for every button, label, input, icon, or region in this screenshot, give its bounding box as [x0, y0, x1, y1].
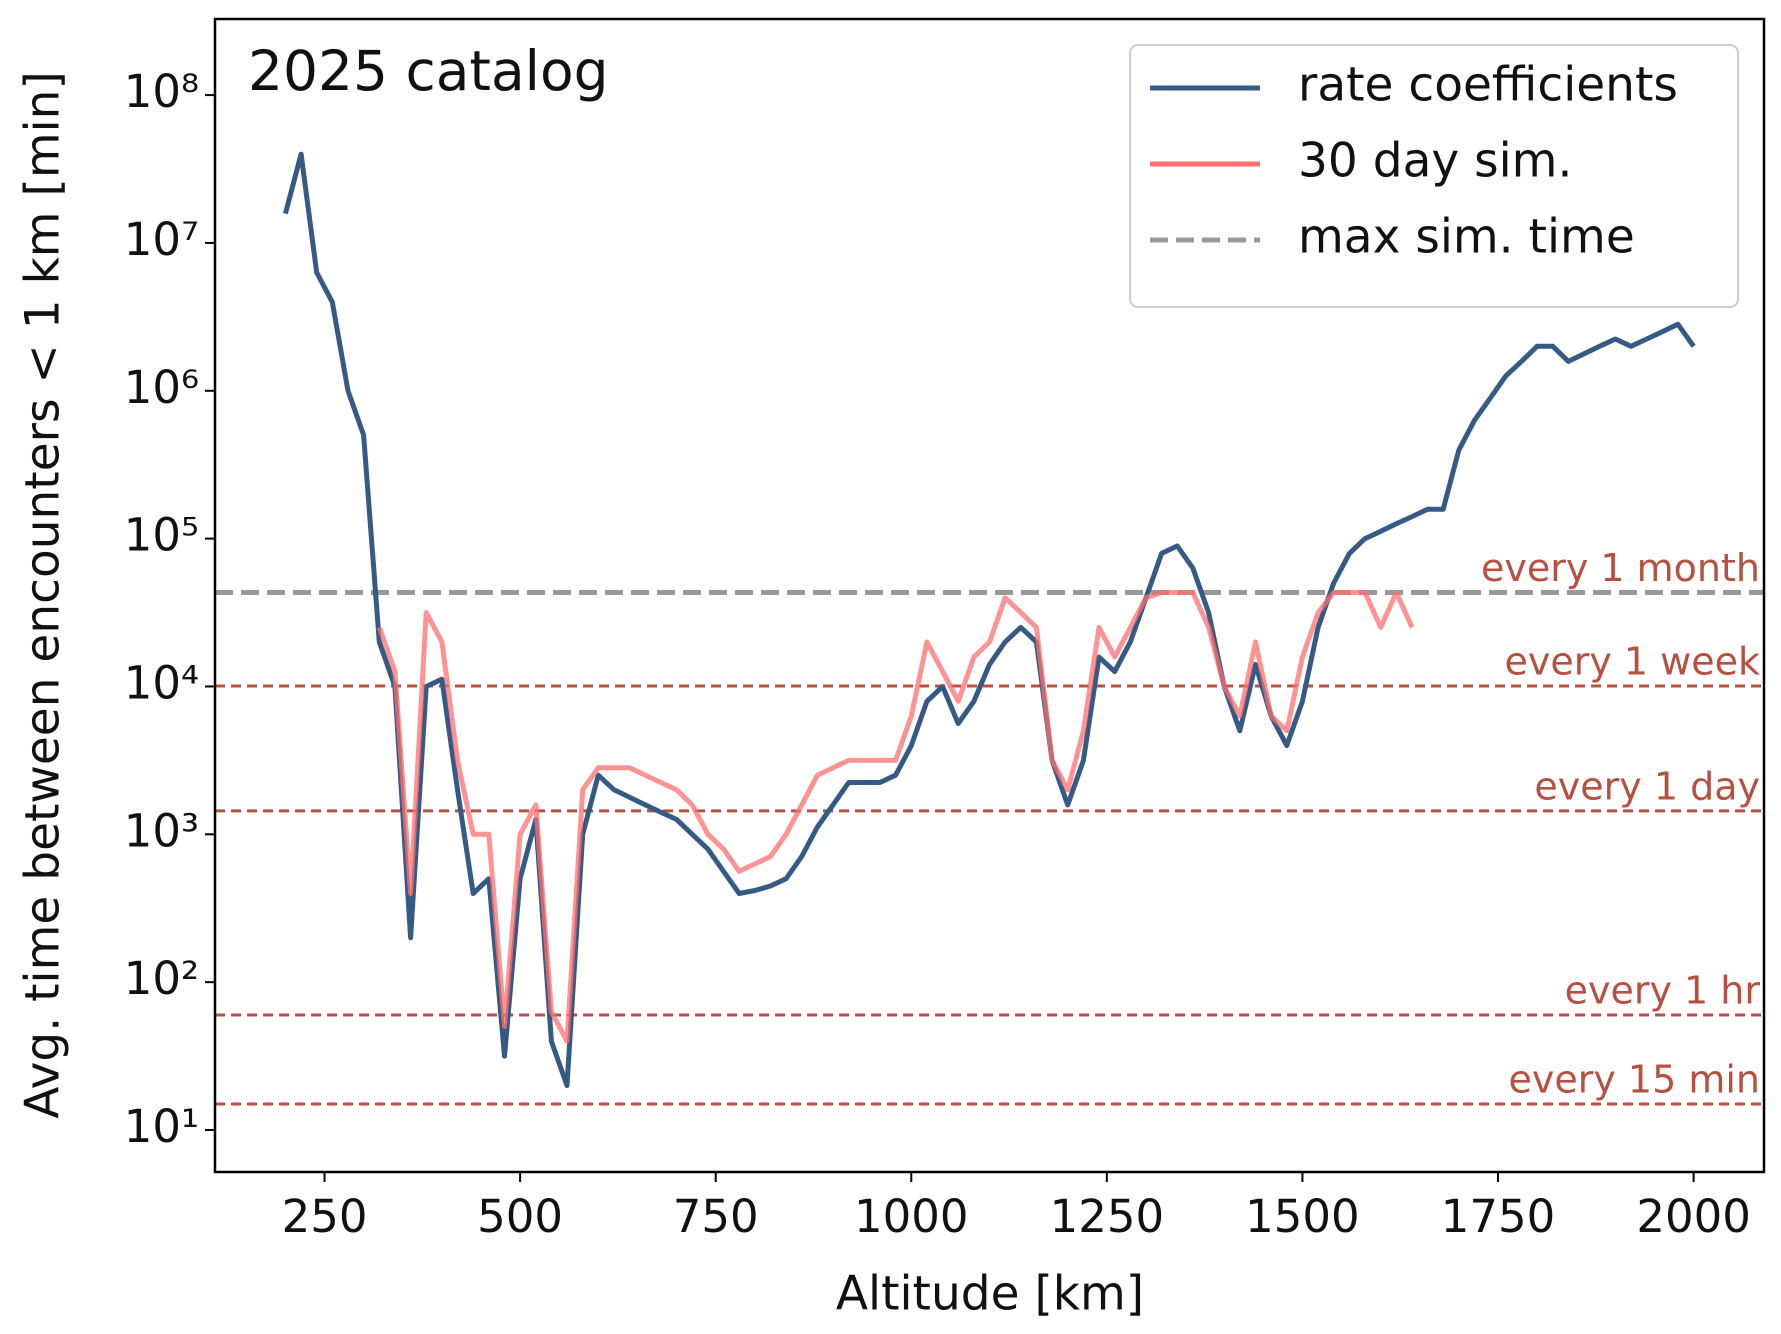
- y-axis-label: Avg. time between encounters < 1 km [min…: [16, 71, 71, 1119]
- x-tick-label: 250: [282, 1190, 368, 1243]
- y-tick-label: 10⁷: [124, 213, 199, 266]
- reference-label: every 1 month: [1481, 546, 1760, 590]
- y-tick-label: 10⁸: [124, 65, 199, 118]
- legend-box: [1129, 44, 1739, 308]
- x-axis-label: Altitude [km]: [836, 1267, 1144, 1322]
- y-tick-label: 10⁶: [124, 361, 199, 414]
- y-tick-label: 10²: [124, 952, 199, 1005]
- x-tick-label: 750: [673, 1190, 759, 1243]
- reference-label: every 1 week: [1504, 639, 1760, 683]
- reference-label: every 1 hr: [1565, 968, 1761, 1012]
- series-line: [282, 151, 1696, 1088]
- x-tick-label: 1750: [1441, 1190, 1556, 1243]
- reference-label: every 15 min: [1508, 1057, 1760, 1101]
- y-tick-label: 10⁵: [124, 509, 199, 562]
- legend-label: max sim. time: [1298, 210, 1635, 265]
- y-tick-label: 10⁴: [124, 656, 199, 709]
- x-tick-label: 1250: [1050, 1190, 1165, 1243]
- legend-label: 30 day sim.: [1298, 134, 1572, 189]
- x-tick-label: 1500: [1245, 1190, 1360, 1243]
- reference-label: every 1 day: [1534, 764, 1760, 808]
- x-tick-label: 500: [477, 1190, 563, 1243]
- series-line: [376, 590, 1415, 1044]
- x-tick-label: 2000: [1636, 1190, 1751, 1243]
- chart-title: 2025 catalog: [248, 39, 609, 103]
- legend-label: rate coefficients: [1298, 58, 1678, 113]
- y-tick-label: 10³: [124, 804, 199, 857]
- y-tick-label: 10¹: [124, 1100, 199, 1153]
- plot-frame: [213, 17, 1766, 1174]
- x-tick-label: 1000: [854, 1190, 969, 1243]
